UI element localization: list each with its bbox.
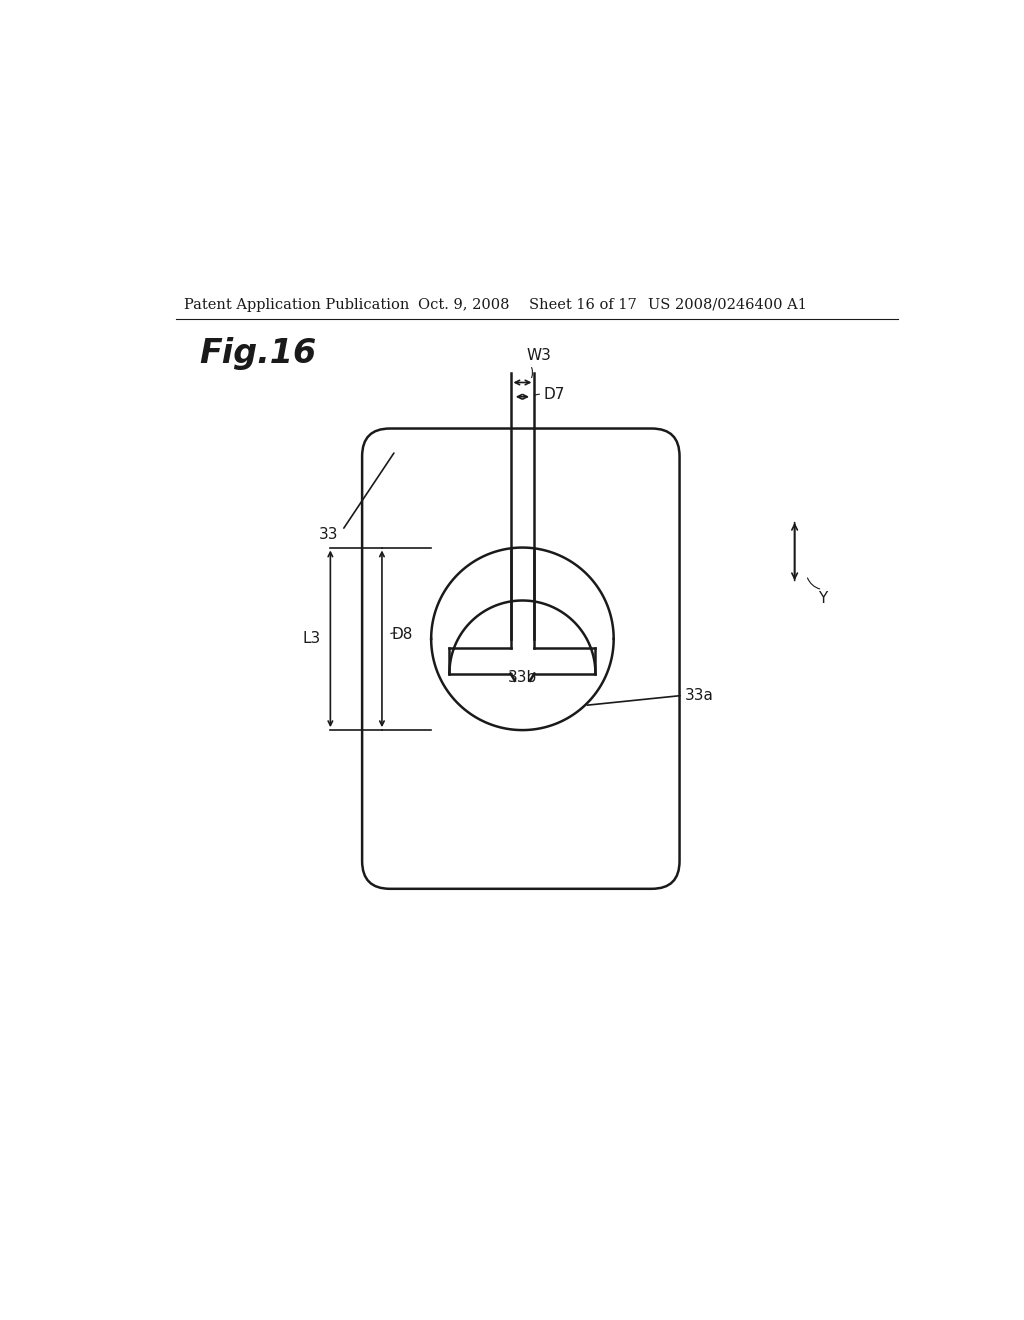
Text: D8: D8 — [391, 627, 413, 642]
Text: W3: W3 — [526, 347, 551, 363]
Text: D7: D7 — [544, 387, 565, 401]
Text: 33b: 33b — [508, 669, 537, 685]
Text: Sheet 16 of 17: Sheet 16 of 17 — [528, 298, 637, 312]
Text: 33: 33 — [318, 527, 338, 543]
Text: Fig.16: Fig.16 — [200, 337, 316, 370]
Text: L3: L3 — [303, 631, 321, 647]
Text: 33a: 33a — [685, 688, 714, 704]
Text: US 2008/0246400 A1: US 2008/0246400 A1 — [648, 298, 807, 312]
Text: Y: Y — [818, 591, 827, 606]
Text: Patent Application Publication: Patent Application Publication — [183, 298, 409, 312]
Text: Oct. 9, 2008: Oct. 9, 2008 — [418, 298, 509, 312]
